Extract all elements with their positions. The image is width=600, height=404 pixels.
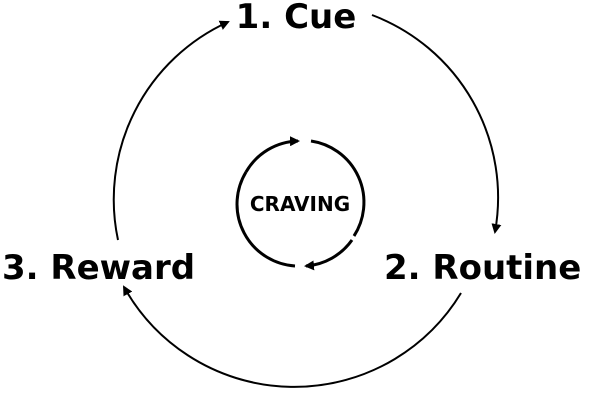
inner-arc-left [235, 171, 296, 268]
step-reward-label: 3. Reward [2, 248, 196, 288]
inner-arrow-bottom [304, 239, 354, 271]
step-routine-label: 2. Routine [384, 248, 582, 288]
inner-arrow-top [244, 136, 300, 173]
inner-arc-right [310, 139, 366, 237]
step-cue-label: 1. Cue [235, 0, 357, 37]
arrow-reward-to-cue [112, 20, 230, 241]
craving-label: CRAVING [249, 192, 351, 216]
arrow-routine-to-reward [123, 285, 462, 388]
arrow-cue-to-routine [371, 14, 502, 234]
